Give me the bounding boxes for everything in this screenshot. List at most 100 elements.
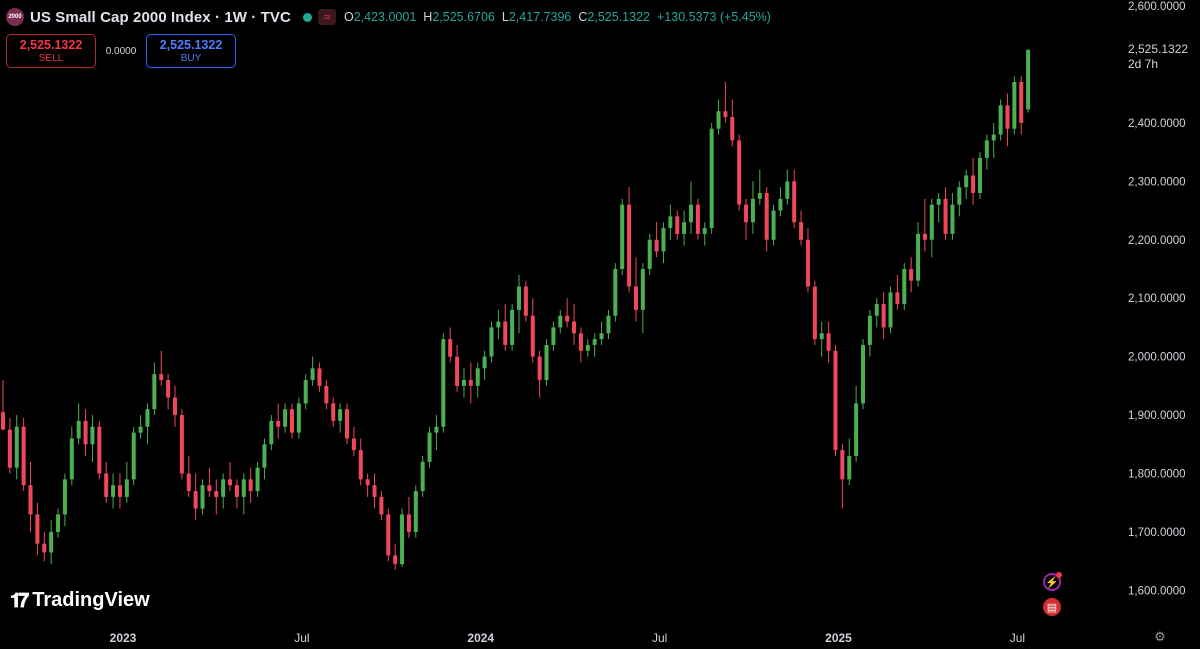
price-axis[interactable]: 2,600.0000 2,400.0000 2,300.0000 2,200.0000… [1128, 1, 1186, 597]
ohlc-close: C2,525.1322 [578, 10, 650, 24]
candle [874, 298, 879, 328]
price-tick-label: 2,300.0000 [1128, 176, 1186, 188]
candle [448, 327, 453, 363]
candle [83, 409, 88, 456]
candle [283, 403, 288, 433]
candle-body [874, 304, 879, 316]
candle [957, 181, 962, 217]
settings-icon[interactable]: ⚙ [1154, 629, 1166, 644]
candle [296, 397, 301, 439]
candle [90, 415, 95, 462]
candle-body [283, 409, 288, 427]
candle-body [909, 268, 914, 281]
wave-icon[interactable]: ≈ [317, 9, 336, 25]
candle [613, 263, 618, 322]
candle [757, 169, 762, 205]
buy-button[interactable]: 2,525.1322 BUY [146, 34, 236, 68]
candle [661, 222, 666, 264]
candle [943, 187, 948, 240]
candle [647, 233, 652, 275]
flash-event-icon[interactable]: ⚡ [1043, 572, 1062, 591]
candle [517, 274, 521, 334]
candle [276, 403, 281, 439]
candle-body [111, 485, 116, 497]
candle [922, 198, 927, 252]
candle-body [633, 286, 638, 310]
candle-body [179, 415, 184, 474]
candle [1019, 76, 1024, 135]
candle-body [317, 368, 322, 386]
sell-button[interactable]: 2,525.1322 SELL [6, 34, 96, 68]
market-status-icon[interactable] [302, 12, 312, 22]
us-flag-icon[interactable]: ▤ [1043, 598, 1061, 616]
time-axis[interactable]: 2023 Jul 2024 Jul 2025 Jul [110, 631, 1025, 645]
candle [14, 415, 19, 480]
candles-layer [1, 49, 1031, 570]
candle [654, 222, 659, 258]
candle-body [338, 409, 343, 421]
candle-body [620, 204, 625, 269]
candle [138, 415, 143, 439]
candle-body [49, 531, 54, 553]
candle-body [468, 380, 473, 386]
price-tick-label: 2,600.0000 [1128, 1, 1186, 13]
candle-body [551, 327, 556, 345]
notification-dot [1056, 572, 1062, 578]
candle [69, 426, 74, 486]
buy-price: 2,525.1322 [159, 37, 223, 52]
price-tick-label: 2,100.0000 [1128, 293, 1186, 305]
candle-body [269, 420, 274, 445]
candle [523, 280, 528, 322]
candle-body [998, 105, 1003, 135]
candle [592, 333, 597, 357]
symbol-title[interactable]: US Small Cap 2000 Index · 1W · TVC [30, 8, 291, 26]
candle [179, 409, 184, 480]
candle-body [964, 175, 969, 188]
candle [991, 122, 996, 158]
candle [152, 362, 157, 416]
sell-label: SELL [38, 52, 64, 64]
candle-body [585, 344, 590, 351]
candle-body [159, 374, 164, 381]
candle-body [654, 239, 659, 252]
candle [104, 461, 109, 503]
candle-body [523, 286, 528, 316]
candle [193, 473, 198, 521]
candle-body [771, 210, 776, 240]
candle-body [248, 479, 253, 492]
candle-body [331, 403, 336, 421]
candle [551, 321, 556, 351]
candle-body [372, 485, 377, 497]
symbol-logo-icon[interactable]: 2000 [6, 8, 24, 26]
candle-body [303, 380, 308, 404]
candle [909, 257, 914, 293]
candle-body [434, 426, 439, 433]
candle-body [441, 339, 446, 427]
ohlc-high: H2,525.6706 [423, 10, 495, 24]
candle [668, 204, 673, 240]
candle [695, 198, 700, 240]
candle [633, 257, 638, 322]
candle-body [62, 479, 67, 515]
candle [35, 502, 40, 556]
candle [799, 210, 804, 246]
candle-body [117, 485, 122, 497]
candle-body [448, 339, 453, 357]
candle-body [544, 344, 549, 381]
candle-body [461, 380, 466, 386]
candle [510, 304, 515, 351]
candle-body [668, 216, 673, 229]
ohlc-change: +130.5373 (+5.45%) [656, 10, 771, 24]
candle-body [854, 403, 859, 456]
candle-body [916, 233, 921, 281]
tradingview-logo[interactable]: 𝟏𝟕 TradingView [10, 588, 150, 612]
candle-body [14, 426, 19, 468]
sell-price: 2,525.1322 [19, 37, 83, 52]
candle [819, 321, 824, 357]
candle [7, 418, 12, 474]
candle [111, 473, 116, 509]
candle [716, 99, 721, 135]
candle-body [21, 426, 26, 486]
candle [413, 485, 418, 538]
